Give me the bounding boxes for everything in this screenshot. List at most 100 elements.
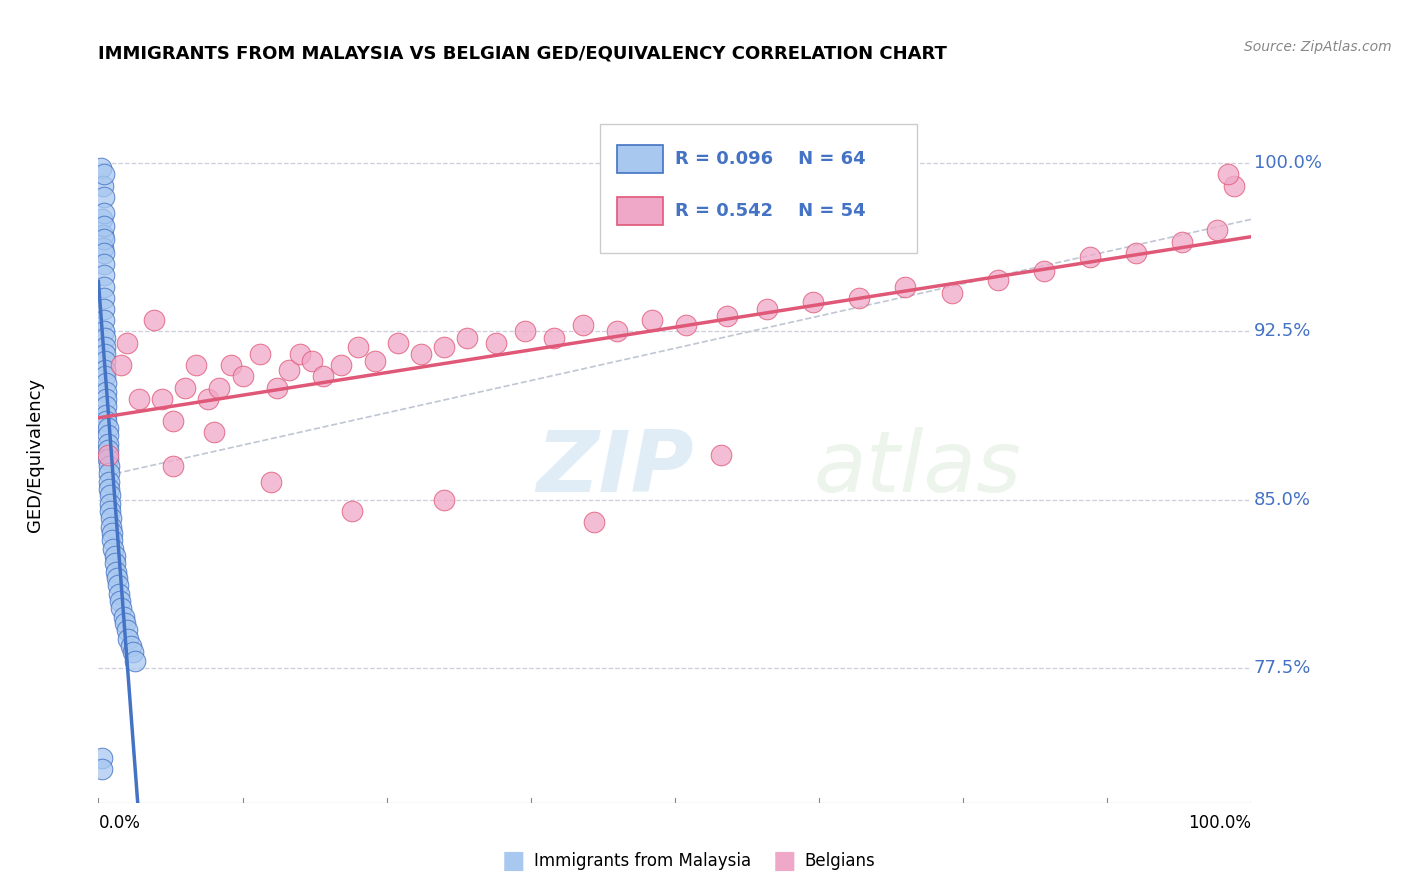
Text: IMMIGRANTS FROM MALAYSIA VS BELGIAN GED/EQUIVALENCY CORRELATION CHART: IMMIGRANTS FROM MALAYSIA VS BELGIAN GED/… — [98, 45, 948, 62]
Point — [571, 318, 593, 332]
Text: ■: ■ — [773, 849, 796, 872]
Point — [756, 301, 779, 316]
Point — [364, 353, 387, 368]
Point — [97, 475, 120, 489]
Point — [105, 571, 128, 585]
Point — [346, 340, 368, 354]
Point — [117, 335, 138, 350]
Point — [485, 335, 508, 350]
Point — [97, 443, 120, 458]
Point — [433, 340, 456, 354]
Point — [249, 347, 271, 361]
Point — [266, 381, 288, 395]
Point — [98, 504, 121, 518]
Point — [94, 331, 117, 345]
Point — [186, 358, 208, 372]
Point — [94, 369, 117, 384]
Point — [93, 232, 115, 246]
Point — [1205, 223, 1227, 237]
Point — [543, 331, 565, 345]
Point — [117, 632, 139, 646]
Text: Immigrants from Malaysia: Immigrants from Malaysia — [534, 852, 751, 870]
Point — [112, 609, 135, 624]
Text: Source: ZipAtlas.com: Source: ZipAtlas.com — [1244, 40, 1392, 54]
Point — [433, 492, 456, 507]
Point — [97, 436, 120, 450]
Point — [93, 301, 115, 316]
Point — [94, 347, 117, 361]
Point — [107, 578, 129, 592]
Point — [387, 335, 409, 350]
Point — [1171, 235, 1194, 249]
Point — [93, 205, 115, 219]
Point — [941, 286, 963, 301]
Point — [103, 556, 125, 570]
Point — [710, 448, 733, 462]
Point — [98, 497, 121, 511]
Point — [150, 392, 173, 406]
Point — [1032, 264, 1054, 278]
Point — [93, 313, 115, 327]
Text: R = 0.542    N = 54: R = 0.542 N = 54 — [675, 202, 866, 220]
Point — [120, 639, 142, 653]
Point — [96, 408, 118, 422]
Point — [97, 466, 120, 480]
Point — [94, 362, 117, 376]
Text: 0.0%: 0.0% — [98, 814, 141, 832]
Point — [716, 309, 738, 323]
Point — [97, 459, 120, 474]
Point — [93, 268, 115, 283]
Point — [97, 448, 120, 462]
Point — [91, 242, 114, 256]
Point — [97, 427, 120, 442]
Point — [174, 381, 197, 395]
Point — [101, 533, 124, 548]
Point — [260, 475, 283, 489]
Point — [93, 291, 115, 305]
Point — [411, 347, 433, 361]
Text: Belgians: Belgians — [804, 852, 875, 870]
Point — [197, 392, 219, 406]
Point — [124, 654, 146, 668]
Point — [208, 381, 231, 395]
Bar — [617, 145, 664, 173]
Point — [93, 219, 115, 233]
Point — [801, 295, 824, 310]
Point — [1223, 178, 1246, 193]
Point — [987, 273, 1010, 287]
Point — [103, 542, 125, 557]
Point — [93, 246, 115, 260]
FancyBboxPatch shape — [600, 125, 917, 253]
Point — [93, 167, 115, 181]
Point — [93, 279, 115, 293]
Point — [110, 600, 132, 615]
Point — [91, 227, 114, 242]
Point — [329, 358, 352, 372]
Point — [96, 414, 118, 428]
Point — [110, 594, 132, 608]
Point — [219, 358, 242, 372]
Point — [675, 318, 697, 332]
Text: atlas: atlas — [813, 427, 1021, 510]
Point — [98, 488, 121, 502]
Text: 100.0%: 100.0% — [1188, 814, 1251, 832]
Text: 77.5%: 77.5% — [1254, 659, 1310, 677]
Point — [312, 369, 335, 384]
Point — [277, 362, 299, 376]
Point — [301, 353, 323, 368]
Point — [162, 414, 184, 428]
Point — [90, 751, 112, 765]
Point — [162, 459, 184, 474]
Point — [90, 762, 112, 776]
Point — [96, 385, 118, 400]
Point — [103, 549, 125, 563]
Point — [93, 190, 115, 204]
Point — [94, 353, 117, 368]
Point — [108, 587, 131, 601]
Point — [1125, 246, 1147, 260]
Point — [231, 369, 254, 384]
Bar — [617, 197, 664, 226]
Point — [100, 520, 122, 534]
Point — [101, 526, 124, 541]
Point — [290, 347, 312, 361]
